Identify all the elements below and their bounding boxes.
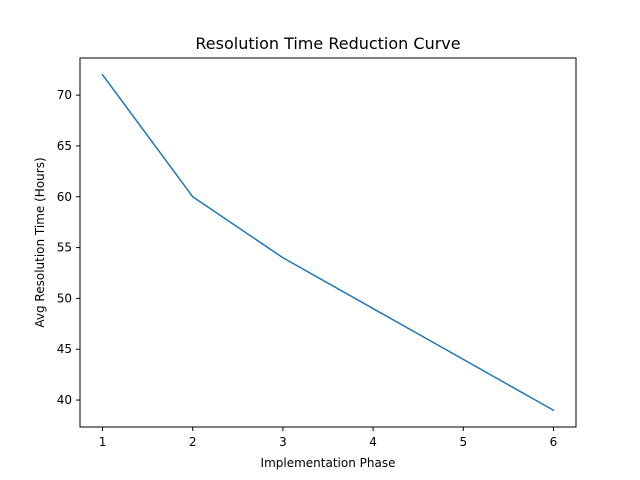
x-tick-label: 4 [369, 435, 377, 449]
x-tick-label: 2 [189, 435, 197, 449]
y-axis: 40 45 50 55 60 65 70 [57, 88, 80, 407]
x-axis: 1 2 3 4 5 6 [99, 427, 558, 449]
y-tick-label: 70 [57, 88, 72, 102]
x-tick-label: 1 [99, 435, 107, 449]
chart-title: Resolution Time Reduction Curve [195, 34, 460, 53]
series-layer [101, 73, 555, 412]
x-axis-label: Implementation Phase [261, 456, 396, 470]
y-tick-label: 55 [57, 241, 72, 255]
y-axis-label: Avg Resolution Time (Hours) [33, 157, 47, 327]
x-tick-label: 6 [550, 435, 558, 449]
y-tick-label: 40 [57, 393, 72, 407]
plot-frame [79, 57, 577, 428]
y-tick-label: 65 [57, 139, 72, 153]
y-tick-label: 50 [57, 291, 72, 305]
x-tick-label: 3 [279, 435, 287, 449]
x-tick-label: 5 [459, 435, 467, 449]
y-tick-label: 45 [57, 342, 72, 356]
y-tick-label: 60 [57, 190, 72, 204]
series-line [101, 73, 555, 412]
